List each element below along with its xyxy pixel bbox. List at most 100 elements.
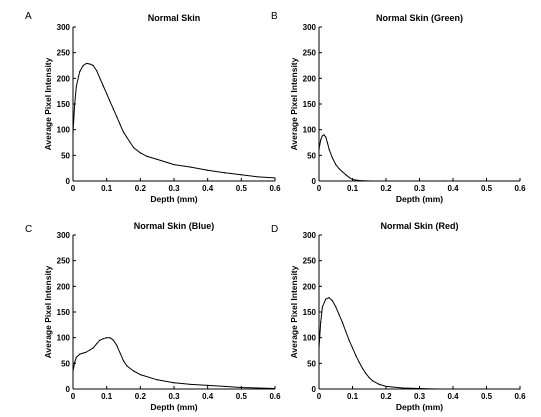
data-point xyxy=(156,379,158,381)
series-line xyxy=(72,62,276,179)
data-point xyxy=(435,388,437,390)
y-tick-label: 50 xyxy=(307,151,316,160)
y-tick-label: 50 xyxy=(61,359,70,368)
data-point xyxy=(331,300,333,302)
data-point xyxy=(345,174,347,176)
chart-title: Normal Skin (Blue) xyxy=(134,221,215,231)
data-point xyxy=(119,352,121,354)
data-point xyxy=(85,351,88,353)
data-point xyxy=(240,386,242,389)
data-point xyxy=(361,367,364,370)
data-point xyxy=(119,123,121,126)
data-point xyxy=(82,64,84,67)
data-point xyxy=(133,147,135,149)
data-point xyxy=(116,116,118,118)
data-point xyxy=(358,179,360,182)
data-point xyxy=(75,356,77,358)
y-tick-label: 250 xyxy=(303,49,317,58)
data-point xyxy=(109,337,111,339)
panel-letter: D xyxy=(271,224,278,235)
data-point xyxy=(385,180,387,182)
data-point xyxy=(321,135,323,137)
x-tick-label: 0.5 xyxy=(236,184,248,193)
x-tick-label: 0.4 xyxy=(447,184,459,193)
data-point xyxy=(274,387,276,390)
data-point xyxy=(102,338,104,340)
data-point xyxy=(318,148,320,150)
data-point xyxy=(338,168,340,170)
data-point xyxy=(355,355,357,357)
data-point xyxy=(207,384,209,387)
y-tick-label: 300 xyxy=(303,23,317,32)
x-tick-label: 0.1 xyxy=(347,184,359,193)
data-point xyxy=(335,163,337,166)
y-tick-label: 0 xyxy=(312,385,317,394)
x-tick-label: 0.3 xyxy=(168,184,180,193)
data-point xyxy=(116,344,118,346)
data-point xyxy=(99,339,101,341)
y-tick-label: 150 xyxy=(57,308,71,317)
data-point xyxy=(223,172,226,174)
y-tick-label: 200 xyxy=(303,282,317,291)
chart-panel-b: B Normal Skin (Green) 0 50 100 150 200 250 300 0 0… xyxy=(271,11,526,204)
x-axis-label: Depth (mm) xyxy=(150,194,197,204)
data-point xyxy=(166,161,168,164)
data-point xyxy=(348,176,350,179)
y-axis-label: Average Pixel Intensity xyxy=(43,57,53,150)
data-point xyxy=(257,387,259,389)
x-tick-label: 0.6 xyxy=(269,184,281,193)
data-point xyxy=(156,158,158,161)
data-point xyxy=(89,63,91,65)
y-axis-label: Average Pixel Intensity xyxy=(289,265,299,358)
y-tick-label: 0 xyxy=(312,177,317,186)
x-tick-label: 0.1 xyxy=(347,392,359,401)
x-tick-label: 0.6 xyxy=(269,392,281,401)
y-tick-label: 150 xyxy=(303,100,317,109)
x-tick-label: 0.5 xyxy=(481,392,493,401)
y-axis-label: Average Pixel Intensity xyxy=(289,57,299,150)
y-tick-label: 150 xyxy=(57,100,71,109)
data-point xyxy=(223,385,226,388)
data-point xyxy=(75,85,77,87)
data-point xyxy=(190,383,192,385)
data-point xyxy=(79,353,81,355)
data-point xyxy=(95,70,98,72)
data-point xyxy=(240,174,242,176)
data-point xyxy=(112,108,114,110)
x-tick-label: 0.3 xyxy=(414,184,426,193)
x-tick-label: 0 xyxy=(71,392,76,401)
data-point xyxy=(95,343,98,345)
data-point xyxy=(92,64,94,67)
data-point xyxy=(133,370,135,372)
x-tick-label: 0.4 xyxy=(202,392,214,401)
x-tick-label: 0.2 xyxy=(380,392,392,401)
x-tick-label: 0.2 xyxy=(380,184,392,193)
chart-panel-d: D Normal Skin (Red) 0 50 100 150 200 250 300 0 0.1… xyxy=(271,221,526,412)
x-tick-label: 0.2 xyxy=(135,184,147,193)
x-tick-label: 0.2 xyxy=(135,392,147,401)
x-tick-label: 0.6 xyxy=(514,392,526,401)
y-tick-label: 100 xyxy=(303,334,317,343)
y-tick-label: 50 xyxy=(307,359,316,368)
data-point xyxy=(112,339,114,341)
data-point xyxy=(122,360,125,362)
y-tick-label: 50 xyxy=(61,151,70,160)
y-axis-label: Average Pixel Intensity xyxy=(43,265,53,358)
data-point xyxy=(351,347,354,349)
x-tick-label: 0.1 xyxy=(101,184,113,193)
data-point xyxy=(321,306,323,308)
data-point xyxy=(139,152,141,154)
data-point xyxy=(452,388,454,390)
data-point xyxy=(318,347,320,349)
data-point xyxy=(358,361,360,363)
data-point xyxy=(274,177,276,179)
data-point xyxy=(519,388,521,390)
data-point xyxy=(139,374,141,376)
chart-panel-a: A Normal Skin 0 50 100 150 200 250 300 0 0.1 0.2 0.3… xyxy=(25,11,281,204)
y-tick-label: 0 xyxy=(66,385,71,394)
y-tick-label: 300 xyxy=(57,231,71,240)
data-point xyxy=(402,387,404,389)
x-axis-label: Depth (mm) xyxy=(150,402,197,412)
data-point xyxy=(418,387,421,390)
data-point xyxy=(102,85,104,87)
